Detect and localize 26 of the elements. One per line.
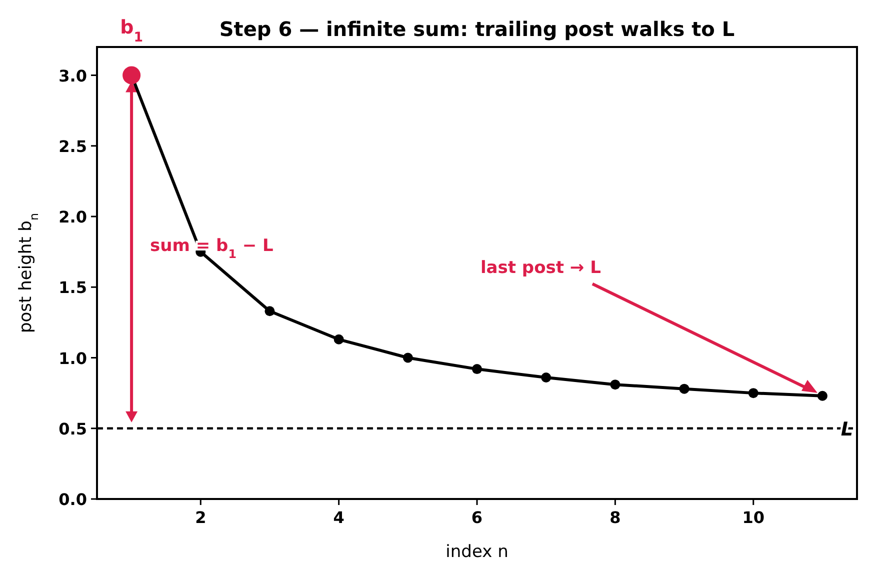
y-tick-label: 1.0 [58, 348, 87, 368]
point [748, 388, 758, 398]
annotation: last post → L [480, 258, 602, 278]
x-tick-label: 4 [333, 508, 344, 527]
point [264, 306, 275, 316]
x-tick-label: 2 [195, 508, 206, 527]
y-tick-label: 2.0 [58, 208, 87, 226]
annotation: b$_{1}$ [120, 16, 143, 45]
x-tick-label: 10 [742, 508, 764, 527]
y-tick-label: 0.5 [58, 419, 87, 438]
point [402, 352, 413, 363]
y-tick-label: 0.0 [58, 490, 87, 509]
y-tick-label: 3.0 [58, 66, 87, 86]
point [334, 334, 344, 344]
point [679, 384, 690, 394]
y-tick-label: 1.5 [58, 278, 87, 298]
y-tick-label: 2.5 [58, 136, 87, 156]
x-axis-title: index n [446, 542, 508, 562]
chart-title: Step 6 — infinite sum: trailing post walks to L [219, 17, 735, 41]
point [541, 372, 552, 383]
point [817, 390, 828, 401]
point [122, 66, 141, 84]
x-tick-label: 8 [610, 508, 621, 527]
x-tick-label: 6 [471, 508, 483, 527]
point [610, 380, 620, 390]
point [472, 364, 482, 374]
